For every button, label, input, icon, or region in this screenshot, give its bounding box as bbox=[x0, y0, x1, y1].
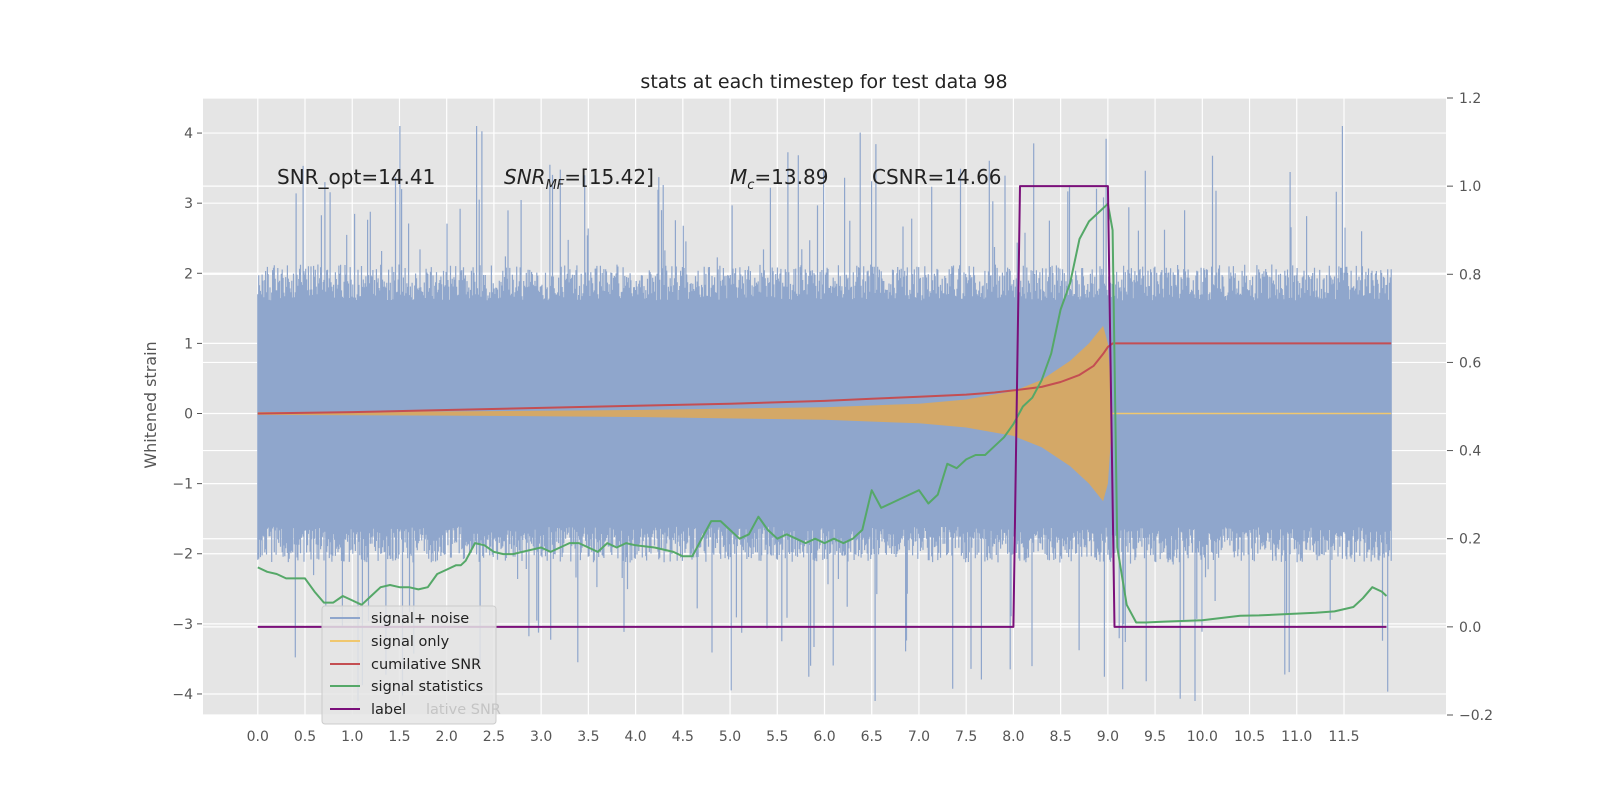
legend: lative SNR signal+ noise signal only cum… bbox=[321, 605, 501, 725]
annotation-snr-mf-sub: MF bbox=[546, 178, 565, 193]
x-tick-label: 9.0 bbox=[1097, 729, 1119, 745]
annotation-mc-main: M bbox=[730, 165, 747, 189]
x-tick-label: 2.5 bbox=[483, 729, 505, 745]
y2-tick-label: −0.2 bbox=[1459, 708, 1493, 724]
annotation-snr-mf-main: SNR bbox=[504, 165, 546, 189]
annotation-snr-mf: SNRMF=[15.42] bbox=[504, 165, 654, 193]
x-tick-label: 5.5 bbox=[766, 729, 788, 745]
y2-tick-label: 1.0 bbox=[1459, 179, 1481, 195]
x-tick-label: 11.0 bbox=[1281, 729, 1312, 745]
legend-label-signal-only: signal only bbox=[371, 634, 450, 650]
y-tick-label: −2 bbox=[172, 547, 193, 563]
annotation-mc: Mc=13.89 bbox=[730, 165, 828, 193]
legend-box bbox=[321, 605, 497, 725]
legend-label-signal-statistics: signal statistics bbox=[371, 679, 483, 695]
legend-ghost-text: lative SNR bbox=[426, 702, 501, 718]
x-tick-label: 3.0 bbox=[530, 729, 552, 745]
cumulative-snr-line bbox=[257, 342, 1392, 415]
y-tick-label: 1 bbox=[184, 336, 193, 352]
x-tick-label: 9.5 bbox=[1144, 729, 1166, 745]
chart-title: stats at each timestep for test data 98 bbox=[640, 71, 1007, 93]
y-axis-right: 1.2 1.0 0.8 0.6 0.4 0.2 0.0 −0.2 bbox=[1447, 91, 1493, 724]
y-axis-left: 4 3 2 1 0 −1 −2 −3 −4 bbox=[172, 126, 202, 703]
y2-tick-label: 0.8 bbox=[1459, 267, 1481, 283]
x-tick-label: 4.5 bbox=[672, 729, 694, 745]
y2-tick-label: 0.6 bbox=[1459, 355, 1481, 371]
y-tick-label: −4 bbox=[172, 687, 193, 703]
series-signal-only bbox=[257, 325, 1392, 502]
legend-item-signal-statistics: signal statistics bbox=[330, 679, 483, 695]
x-tick-label: 4.0 bbox=[624, 729, 646, 745]
legend-item-label: label bbox=[330, 702, 406, 718]
x-tick-label: 7.0 bbox=[908, 729, 930, 745]
y-tick-label: −1 bbox=[172, 477, 193, 493]
annotation-snr-mf-value: =[15.42] bbox=[564, 165, 654, 189]
legend-label-signal-noise: signal+ noise bbox=[371, 611, 469, 627]
y2-tick-label: 0.0 bbox=[1459, 620, 1481, 636]
series-lines bbox=[257, 185, 1392, 628]
legend-item-signal-noise: signal+ noise bbox=[330, 611, 469, 627]
x-tick-label: 1.0 bbox=[341, 729, 363, 745]
x-tick-label: 3.5 bbox=[577, 729, 599, 745]
x-axis: 0.0 0.5 1.0 1.5 2.0 2.5 3.0 3.5 4.0 4.5 5.0 5.5 6.0 6… bbox=[247, 729, 1360, 745]
annotation-mc-sub: c bbox=[747, 178, 754, 193]
signal-only-envelope bbox=[257, 325, 1113, 502]
x-tick-label: 0.5 bbox=[294, 729, 316, 745]
legend-item-signal-only: signal only bbox=[330, 634, 450, 650]
annotation-snr-opt: SNR_opt=14.41 bbox=[277, 165, 435, 189]
signal-statistics-line bbox=[257, 202, 1388, 624]
y-tick-label: 0 bbox=[184, 407, 193, 423]
x-tick-label: 8.0 bbox=[1002, 729, 1024, 745]
x-tick-label: 8.5 bbox=[1049, 729, 1071, 745]
y-tick-label: 2 bbox=[184, 266, 193, 282]
y-tick-label: −3 bbox=[172, 617, 193, 633]
y-axis-label: Whitened strain bbox=[141, 341, 160, 468]
y2-tick-label: 1.2 bbox=[1459, 91, 1481, 107]
legend-label-label: label bbox=[371, 702, 406, 718]
x-tick-label: 5.0 bbox=[719, 729, 741, 745]
x-tick-label: 11.5 bbox=[1328, 729, 1359, 745]
x-tick-label: 10.5 bbox=[1234, 729, 1265, 745]
x-tick-label: 2.0 bbox=[436, 729, 458, 745]
x-tick-label: 1.5 bbox=[388, 729, 410, 745]
y-tick-label: 3 bbox=[184, 196, 193, 212]
x-tick-label: 0.0 bbox=[247, 729, 269, 745]
annotation-mc-value: =13.89 bbox=[754, 165, 828, 189]
y2-tick-label: 0.4 bbox=[1459, 444, 1481, 460]
x-tick-label: 6.0 bbox=[813, 729, 835, 745]
annotation-csnr: CSNR=14.66 bbox=[872, 165, 1002, 189]
x-tick-label: 10.0 bbox=[1187, 729, 1218, 745]
legend-item-cumulative-snr: cumilative SNR bbox=[330, 657, 481, 673]
y2-tick-label: 0.2 bbox=[1459, 532, 1481, 548]
x-tick-label: 6.5 bbox=[861, 729, 883, 745]
legend-label-cumulative-snr: cumilative SNR bbox=[371, 657, 481, 673]
annotations: SNR_opt=14.41 SNRMF=[15.42] Mc=13.89 CSN… bbox=[277, 165, 1002, 193]
y-tick-label: 4 bbox=[184, 126, 193, 142]
x-tick-label: 7.5 bbox=[955, 729, 977, 745]
label-line bbox=[257, 185, 1387, 628]
